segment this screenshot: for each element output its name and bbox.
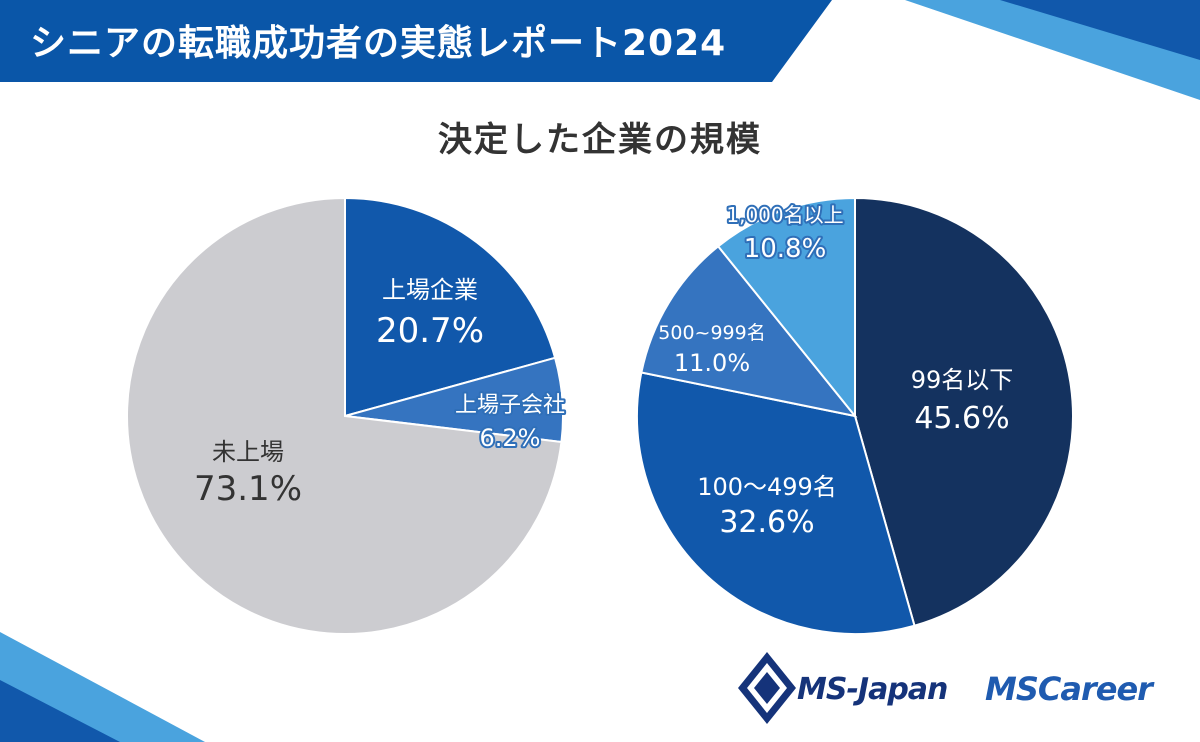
slice-value-label: 20.7% bbox=[376, 311, 484, 351]
slice-label: 500~999名 bbox=[658, 322, 765, 344]
ms-japan-logo: MS-Japan bbox=[797, 672, 948, 707]
ms-japan-logo-icon bbox=[738, 652, 796, 724]
bottom-stripe-dark bbox=[0, 680, 120, 742]
corner-stripe-dark bbox=[1000, 0, 1200, 60]
slice-label: 1,000名以上 bbox=[726, 203, 843, 227]
page-title: シニアの転職成功者の実態レポート2024 bbox=[30, 23, 727, 64]
slice-label: 上場企業 bbox=[382, 276, 478, 304]
chart-title: 決定した企業の規模 bbox=[438, 120, 762, 160]
slice-value-label: 45.6% bbox=[914, 401, 1009, 436]
slice-label: 100〜499名 bbox=[697, 473, 837, 501]
pie-slice bbox=[716, 196, 856, 419]
slice-label: 上場子会社 bbox=[455, 393, 565, 418]
pie-slice bbox=[636, 371, 916, 635]
slice-value-label: 10.8% bbox=[744, 234, 827, 264]
slice-label: 99名以下 bbox=[911, 366, 1014, 394]
slice-value-label: 32.6% bbox=[719, 505, 814, 540]
ms-career-logo: MSCareer bbox=[985, 670, 1153, 708]
pie-slice bbox=[126, 196, 563, 635]
slice-label: 未上場 bbox=[212, 438, 284, 466]
pie-slice bbox=[640, 244, 858, 418]
pie-slice bbox=[854, 196, 1074, 627]
pie-slice bbox=[344, 196, 557, 418]
slice-value-label: 11.0% bbox=[674, 349, 750, 377]
slice-value-label: 6.2% bbox=[480, 424, 541, 452]
title-banner bbox=[0, 0, 832, 82]
slice-value-label: 73.1% bbox=[194, 469, 302, 509]
